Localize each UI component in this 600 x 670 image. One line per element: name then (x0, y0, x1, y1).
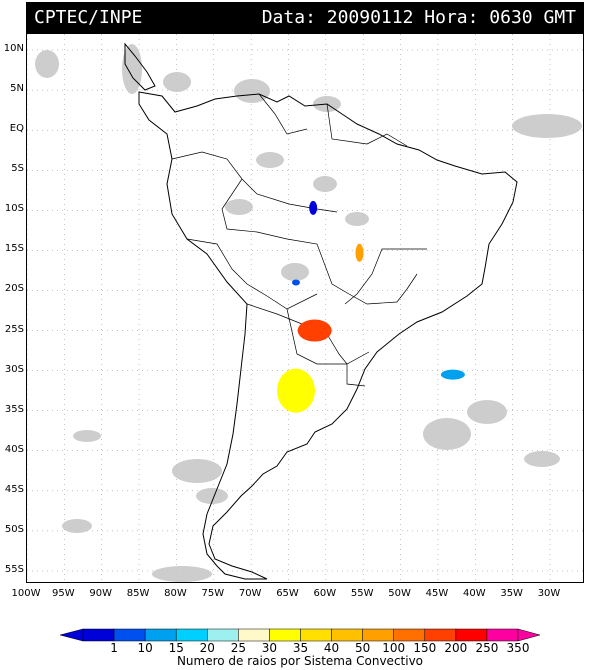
legend-value: 25 (230, 641, 246, 655)
legend-value: 150 (413, 641, 437, 655)
lon-label: 40W (462, 588, 486, 599)
lon-label: 45W (425, 588, 449, 599)
map-header: CPTEC/INPE Data: 20090112 Hora: 0630 GMT (26, 2, 584, 33)
system-mato-grosso-orange (355, 243, 364, 262)
legend-swatch (393, 628, 426, 642)
system-atlantic-cyan (440, 369, 465, 380)
legend-value: 50 (355, 641, 371, 655)
lon-label: 70W (238, 588, 262, 599)
lat-label: 10N (3, 43, 24, 55)
lon-label: 100W (11, 588, 41, 599)
header-datetime: Data: 20090112 Hora: 0630 GMT (261, 7, 576, 28)
legend-swatch (424, 628, 457, 642)
system-bolivia-small-blue (291, 279, 300, 286)
header-source: CPTEC/INPE (34, 7, 143, 28)
lon-label: 30W (537, 588, 561, 599)
coastline (124, 42, 518, 580)
lat-label: 40S (4, 443, 24, 455)
legend-labels: 1 10 15 20 25 30 35 40 50 100 150 200 250 350 (0, 641, 600, 655)
legend-value: 40 (323, 641, 340, 655)
lat-label: 25S (4, 323, 24, 335)
country-borders (171, 93, 427, 387)
system-argentina-yellow (276, 368, 315, 413)
lon-label: 55W (350, 588, 374, 599)
lon-label: 95W (52, 588, 75, 599)
legend-arrow-left (59, 628, 84, 642)
lat-label: 15S (4, 243, 24, 255)
legend-swatch (207, 628, 239, 642)
legend-value: 35 (292, 641, 309, 655)
lat-label: EQ (9, 123, 24, 135)
lon-label: 50W (388, 588, 411, 599)
legend-arrow-right (517, 628, 541, 642)
legend-value: 20 (199, 641, 215, 655)
lon-label: 80W (164, 588, 187, 599)
legend-swatch (300, 628, 332, 642)
legend-value: 100 (382, 641, 406, 655)
lon-label: 90W (89, 588, 113, 599)
legend-swatch (362, 628, 394, 642)
legend-swatch (238, 628, 270, 642)
legend-value: 15 (168, 641, 184, 655)
lat-label: 20S (4, 283, 24, 295)
legend-swatch (486, 628, 519, 642)
legend-swatch (175, 628, 208, 642)
lon-label: 75W (201, 588, 225, 599)
lon-label: 65W (276, 588, 299, 599)
lat-label: 30S (4, 363, 24, 375)
legend-swatch (113, 628, 146, 642)
lat-label: 10S (4, 203, 24, 215)
system-mato-grosso-blue (309, 200, 318, 215)
legend-value: 200 (444, 641, 468, 655)
map-canvas (26, 34, 583, 582)
lon-label: 85W (126, 588, 150, 599)
legend-value: 1 (110, 641, 118, 655)
lat-label: 5S (11, 163, 24, 175)
lat-label: 45S (4, 483, 24, 495)
legend-swatch (331, 628, 363, 642)
lat-label: 35S (4, 403, 24, 415)
legend-value: 350 (506, 641, 530, 655)
map-frame (26, 33, 584, 583)
lon-label: 35W (500, 588, 523, 599)
legend-swatch (455, 628, 488, 642)
lat-label: 55S (4, 563, 24, 575)
cloud-cover (35, 44, 582, 582)
lat-label: 5N (10, 83, 24, 95)
system-paraguay-red (297, 319, 332, 342)
lon-label: 60W (313, 588, 337, 599)
legend-swatch (144, 628, 177, 642)
convective-systems (276, 200, 465, 413)
legend-caption: Numero de raios por Sistema Convectivo (176, 654, 424, 668)
legend-value: 250 (475, 641, 499, 655)
legend-swatch (82, 628, 115, 642)
legend-value: 10 (137, 641, 153, 655)
color-legend-bar (59, 628, 541, 642)
graticule (26, 34, 583, 582)
lat-label: 50S (4, 523, 24, 535)
legend-swatch (269, 628, 301, 642)
legend-value: 30 (261, 641, 278, 655)
